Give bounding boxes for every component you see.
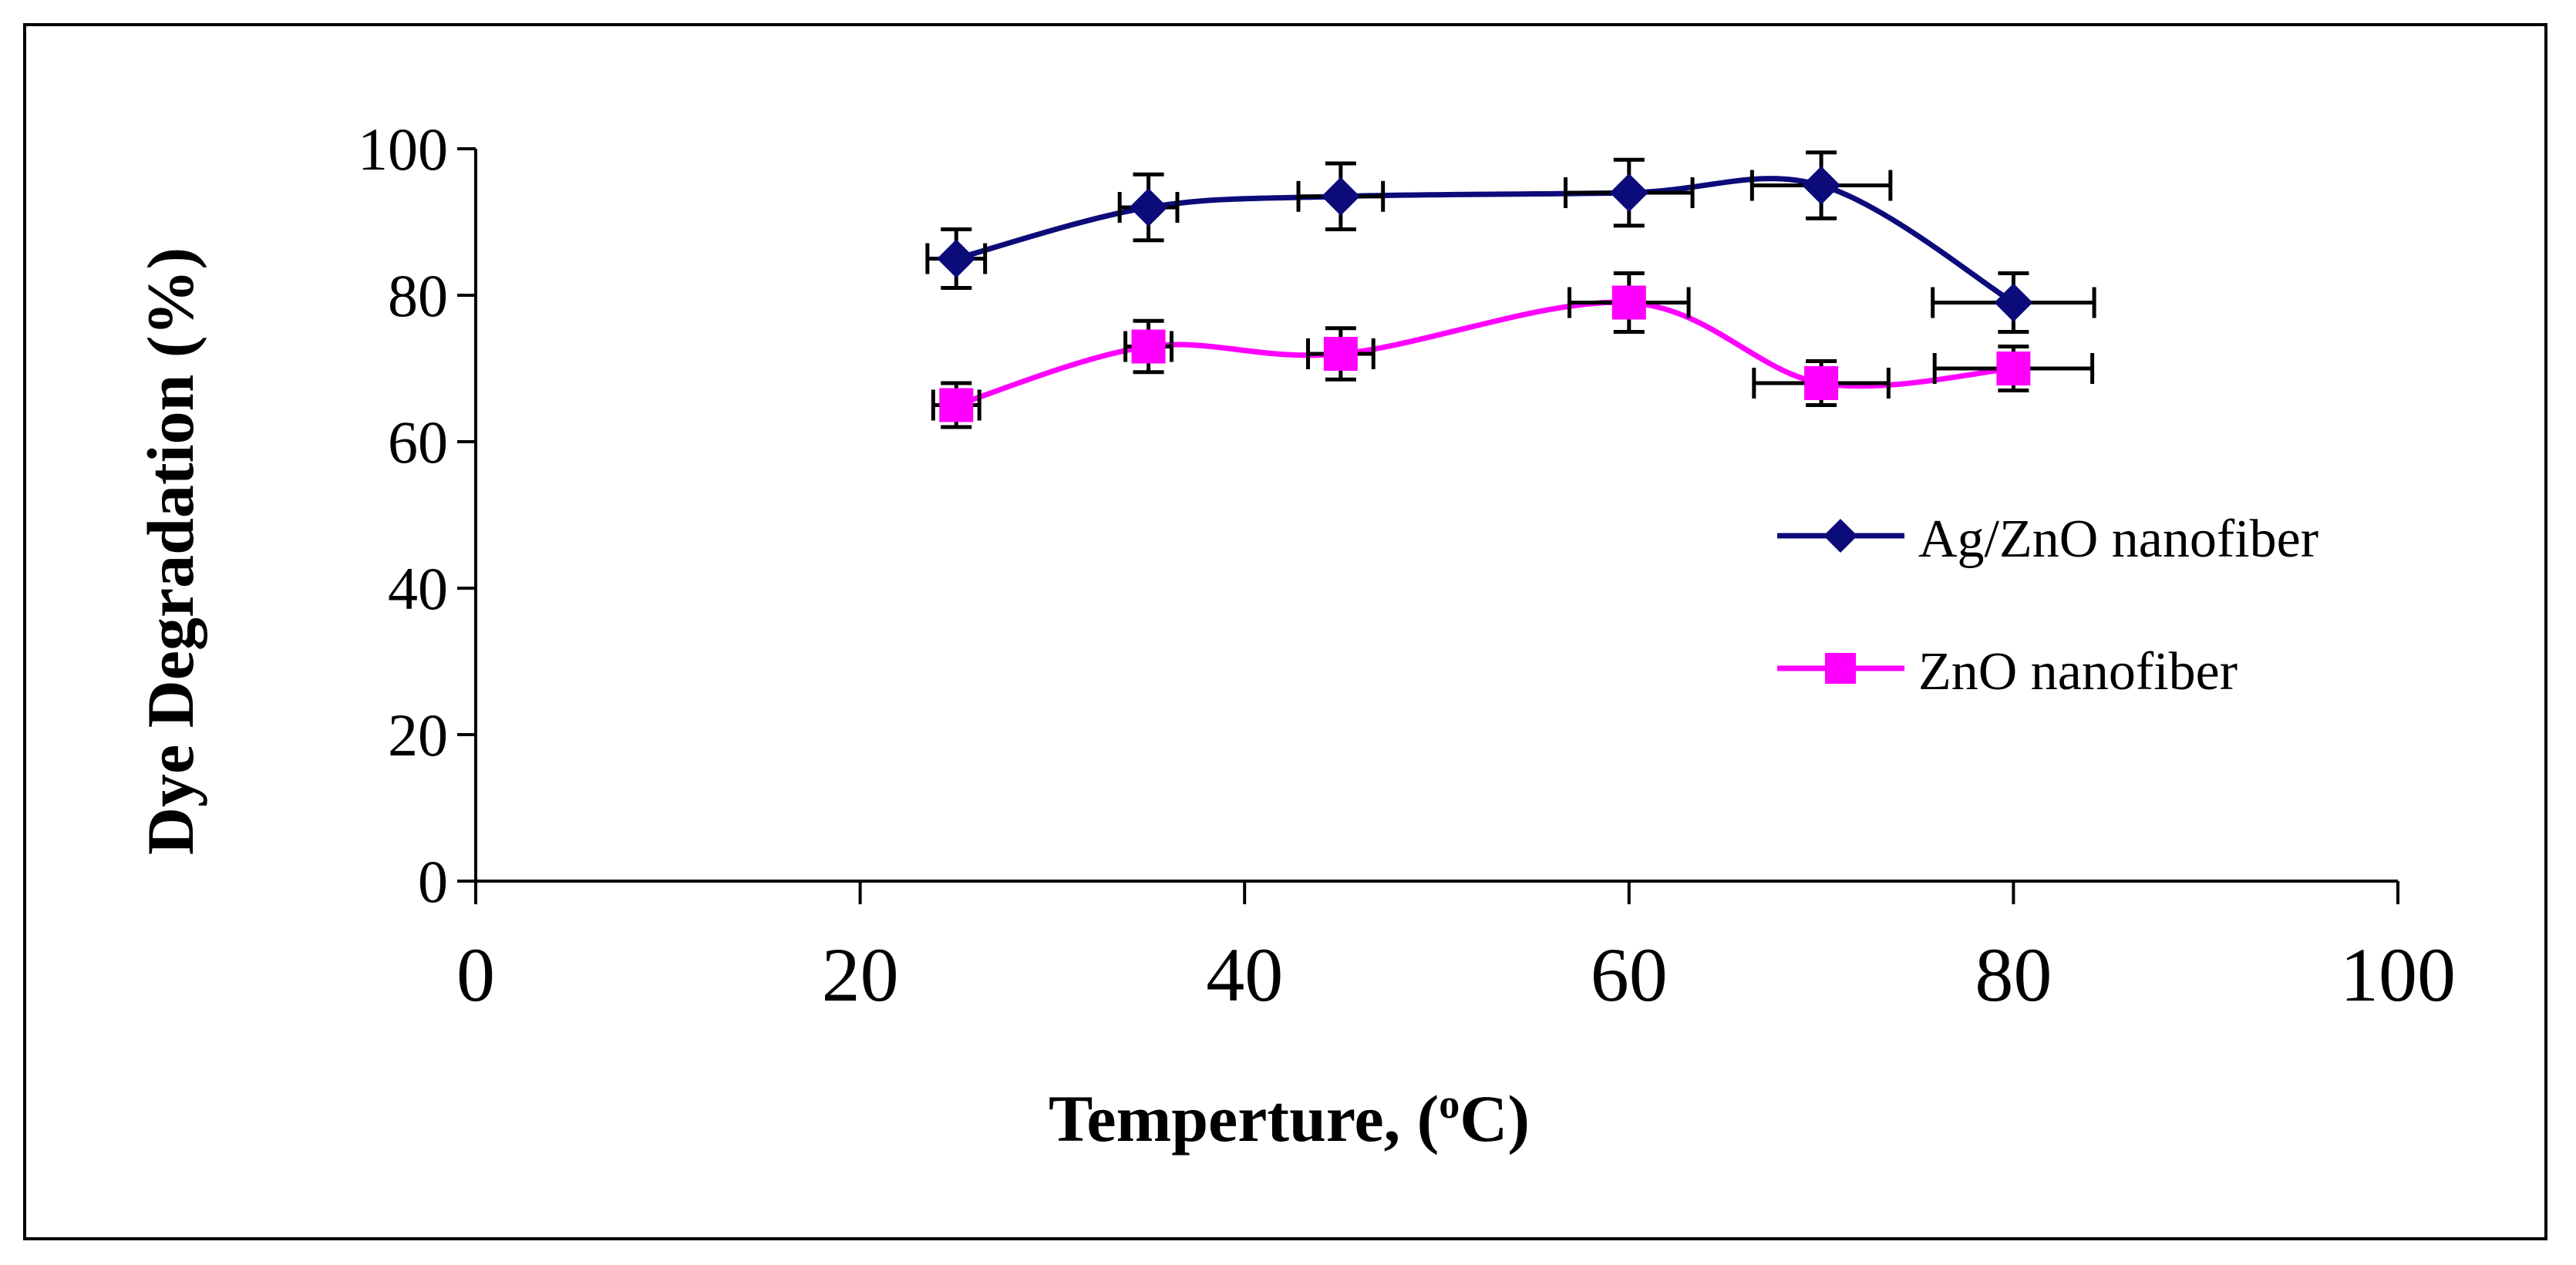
legend-label-zno: ZnO nanofiber bbox=[1918, 642, 2238, 701]
x-tick-label: 60 bbox=[1591, 932, 1668, 1018]
x-tick-label: 40 bbox=[1206, 932, 1283, 1018]
y-tick-label: 80 bbox=[388, 262, 448, 329]
y-tick-label: 40 bbox=[388, 555, 448, 622]
data-point-square bbox=[939, 388, 974, 422]
x-tick-label: 0 bbox=[456, 932, 495, 1018]
x-tick-label: 20 bbox=[822, 932, 899, 1018]
series-zno bbox=[931, 271, 2095, 429]
legend-marker-zno bbox=[1825, 653, 1856, 684]
legend: Ag/ZnO nanofiber ZnO nanofiber bbox=[1777, 510, 2318, 701]
legend-label-ag-zno: Ag/ZnO nanofiber bbox=[1918, 510, 2318, 569]
x-axis-label-superscript: o bbox=[1439, 1081, 1460, 1127]
data-point-square bbox=[1131, 329, 1166, 364]
data-point-diamond bbox=[1129, 188, 1168, 227]
data-point-square bbox=[1323, 337, 1358, 371]
x-axis-label-end: C) bbox=[1460, 1082, 1530, 1156]
y-tick-label: 20 bbox=[388, 701, 448, 769]
data-point-square bbox=[1996, 352, 2031, 385]
series-line bbox=[955, 176, 2015, 305]
data-point-diamond bbox=[1321, 177, 1360, 216]
data-point-diamond bbox=[1609, 173, 1648, 212]
data-point-square bbox=[1804, 366, 1839, 400]
axes: 0 20 40 60 80 100 0 20 40 60 80 100 bbox=[358, 116, 2456, 1018]
chart-frame bbox=[23, 23, 2547, 1240]
y-tick-label: 60 bbox=[388, 409, 448, 476]
data-point-square bbox=[1611, 285, 1646, 320]
legend-marker-ag-zno bbox=[1823, 519, 1857, 553]
series-ag-zno bbox=[925, 150, 2096, 334]
y-tick-label: 0 bbox=[418, 848, 448, 915]
data-point-diamond bbox=[1802, 166, 1841, 205]
series-layer bbox=[925, 150, 2096, 429]
x-axis-label-main: Temperture, ( bbox=[1049, 1082, 1439, 1156]
data-point-diamond bbox=[937, 239, 976, 278]
x-tick-label: 80 bbox=[1975, 932, 2052, 1018]
y-tick-label: 100 bbox=[358, 116, 448, 183]
x-tick-label: 100 bbox=[2340, 932, 2456, 1018]
y-axis-label: Dye Degradation (%) bbox=[133, 247, 207, 855]
x-axis-label: Temperture, (oC) bbox=[1049, 1081, 1530, 1156]
data-point-diamond bbox=[1994, 283, 2033, 322]
